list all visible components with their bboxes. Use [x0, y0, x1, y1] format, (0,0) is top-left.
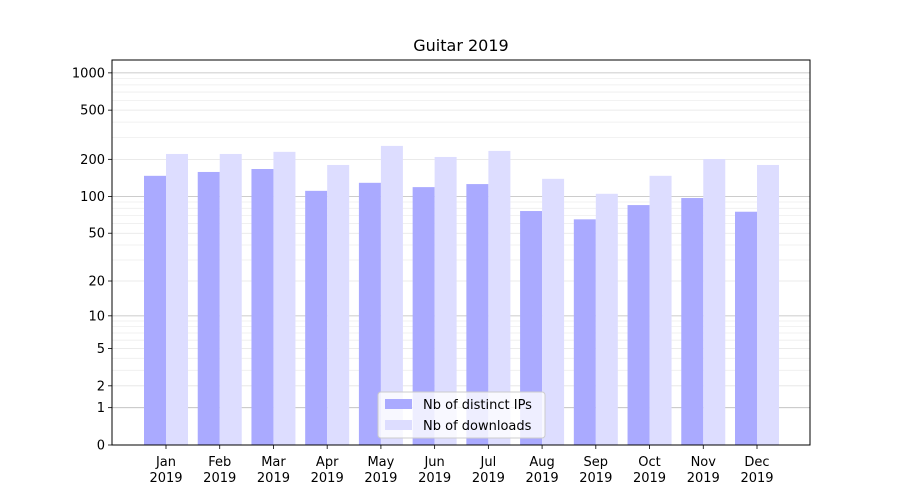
x-tick-label-line: 2019 — [364, 471, 397, 486]
y-tick-label: 10 — [88, 309, 105, 324]
bar-distinct-ips — [520, 211, 543, 445]
bar-downloads — [649, 175, 672, 445]
x-tick-label: Jul 2019 — [472, 455, 505, 486]
x-tick-label-line: Jul — [480, 455, 497, 470]
legend-box — [377, 391, 546, 439]
bar-downloads — [434, 156, 457, 445]
x-tick-label-line: Feb — [208, 455, 231, 470]
x-tick-label-line: Jun — [423, 455, 444, 470]
x-tick-label-line: 2019 — [687, 471, 720, 486]
x-tick-label-line: 2019 — [311, 471, 344, 486]
x-tick-label-line: Oct — [638, 455, 660, 470]
x-tick-label-line: 2019 — [740, 471, 773, 486]
bar-downloads — [703, 159, 726, 445]
x-tick-label-line: 2019 — [418, 471, 451, 486]
bar-distinct-ips — [251, 169, 274, 445]
x-tick-label-line: May — [367, 455, 394, 470]
axes-frame — [111, 59, 811, 446]
legend: Nb of distinct IPs Nb of downloads — [377, 391, 546, 439]
x-tick-label-line: 2019 — [579, 471, 612, 486]
bar-distinct-ips — [573, 219, 596, 445]
y-tick-label: 0 — [97, 439, 105, 454]
bar-downloads — [327, 164, 350, 445]
bar-downloads — [219, 153, 242, 446]
x-tick-label-line: 2019 — [257, 471, 290, 486]
bar-distinct-ips — [197, 171, 220, 445]
legend-swatch — [385, 399, 412, 409]
y-tick-label: 1 — [97, 401, 105, 416]
x-tick-label-line: 2019 — [526, 471, 559, 486]
bar-downloads — [757, 164, 779, 445]
x-tick-label-line: Sep — [584, 455, 609, 470]
bar-distinct-ips — [627, 205, 650, 445]
x-tick-label-line: 2019 — [149, 471, 182, 486]
legend-label: Nb of downloads — [423, 419, 532, 434]
bar-downloads — [488, 150, 511, 445]
bar-distinct-ips — [735, 211, 757, 445]
y-tick-label: 2 — [97, 379, 105, 394]
bar-distinct-ips — [144, 175, 166, 445]
x-tick-label-line: Jan — [155, 455, 176, 470]
x-tick-label: Nov 2019 — [687, 455, 720, 486]
y-tick-label: 1000 — [72, 66, 105, 81]
x-tick-label-line: Apr — [316, 455, 339, 470]
x-tick-label-line: 2019 — [633, 471, 666, 486]
x-tick-label: Sep 2019 — [579, 455, 612, 486]
x-tick-label: Aug 2019 — [526, 455, 559, 486]
y-tick-label: 500 — [80, 104, 105, 119]
x-tick-label: Mar 2019 — [257, 455, 290, 486]
x-tick-label: Feb 2019 — [203, 455, 236, 486]
x-tick-label-line: Dec — [744, 455, 769, 470]
bar-distinct-ips — [305, 190, 328, 445]
x-tick-label-line: Aug — [529, 455, 554, 470]
bar-downloads — [542, 178, 565, 446]
y-tick-label: 5 — [97, 342, 105, 357]
x-tick-label-line: 2019 — [472, 471, 505, 486]
chart-title: Guitar 2019 — [413, 36, 508, 55]
y-tick-label: 50 — [88, 227, 105, 242]
bar-distinct-ips — [466, 184, 489, 446]
bar-downloads — [380, 145, 403, 445]
bar-distinct-ips — [358, 182, 381, 445]
bar-downloads — [166, 153, 188, 446]
x-tick-label-line: Mar — [261, 455, 286, 470]
bar-distinct-ips — [681, 198, 704, 445]
legend-label: Nb of distinct IPs — [423, 398, 532, 413]
x-tick-label: Jun 2019 — [418, 455, 451, 486]
y-tick-label: 20 — [88, 275, 105, 290]
x-tick-label: Dec 2019 — [740, 455, 773, 486]
x-tick-label: Jan 2019 — [149, 455, 182, 486]
y-tick-label: 100 — [80, 190, 105, 205]
bar-distinct-ips — [412, 187, 435, 445]
x-tick-label-line: 2019 — [203, 471, 236, 486]
y-tick-label: 200 — [80, 153, 105, 168]
x-tick-label: May 2019 — [364, 455, 397, 486]
x-tick-label: Apr 2019 — [311, 455, 344, 486]
bar-downloads — [595, 193, 618, 445]
x-tick-label-line: Nov — [691, 455, 717, 470]
legend-swatch — [385, 420, 412, 430]
x-tick-label: Oct 2019 — [633, 455, 666, 486]
bar-downloads — [273, 151, 296, 445]
